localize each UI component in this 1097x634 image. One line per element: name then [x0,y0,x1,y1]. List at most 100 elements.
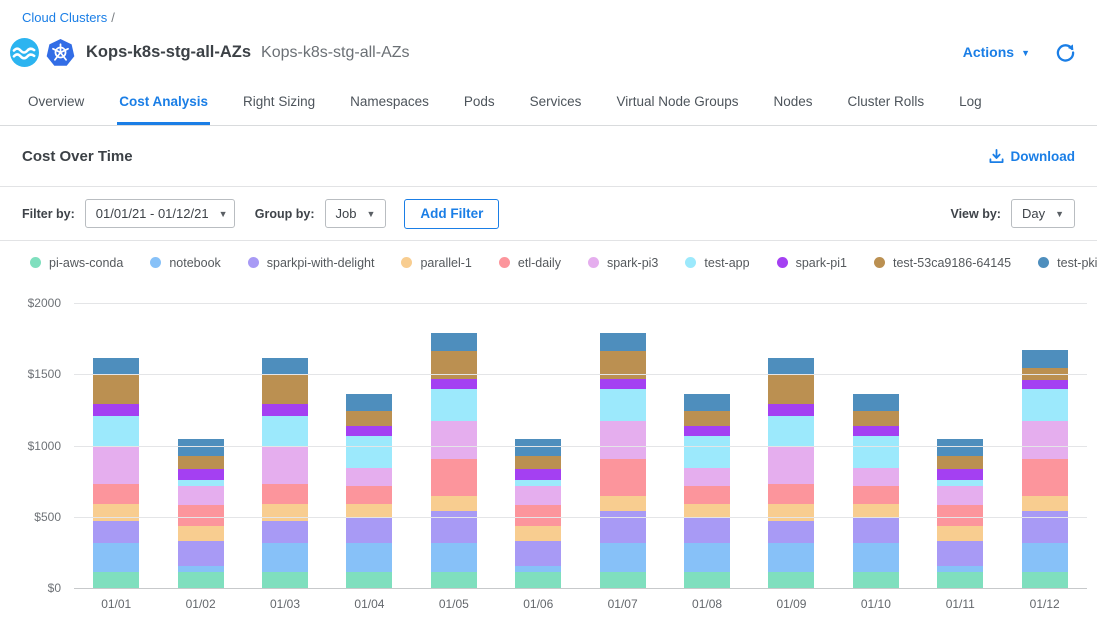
bar-segment-etl-daily[interactable] [600,459,646,496]
bar-segment-test-app[interactable] [93,416,139,447]
legend-item-parallel-1[interactable]: parallel-1 [401,256,471,270]
bar-segment-test-app[interactable] [684,436,730,468]
bar-segment-spark-pi3[interactable] [346,468,392,486]
bar-segment-spark-pi1[interactable] [1022,380,1068,389]
bar-segment-notebook[interactable] [431,543,477,572]
bar-segment-test-53ca9186-64145[interactable] [515,456,561,468]
legend-item-test-53ca9186-64145[interactable]: test-53ca9186-64145 [874,256,1011,270]
bar-segment-etl-daily[interactable] [515,505,561,526]
bar-segment-spark-pi3[interactable] [431,421,477,459]
bar-segment-spark-pi1[interactable] [262,404,308,416]
bar-segment-test-53ca9186-64145[interactable] [937,456,983,468]
breadcrumb-link-cloud-clusters[interactable]: Cloud Clusters [22,10,107,25]
bar-segment-sparkpi-with-delight[interactable] [768,521,814,544]
legend-item-test-pkix[interactable]: test-pkix [1038,256,1097,270]
bar-01/04[interactable] [346,394,392,589]
bar-segment-spark-pi1[interactable] [853,426,899,436]
bar-segment-test-pkix[interactable] [178,439,224,456]
bar-segment-etl-daily[interactable] [1022,459,1068,497]
bar-segment-spark-pi1[interactable] [93,404,139,416]
legend-item-pi-aws-conda[interactable]: pi-aws-conda [30,256,123,270]
bar-01/05[interactable] [431,333,477,590]
bar-segment-test-53ca9186-64145[interactable] [93,375,139,404]
bar-01/02[interactable] [178,439,224,589]
bar-segment-parallel-1[interactable] [346,504,392,518]
refresh-button[interactable] [1056,43,1075,62]
bar-segment-pi-aws-conda[interactable] [684,572,730,589]
bar-segment-spark-pi1[interactable] [600,379,646,389]
bar-segment-spark-pi3[interactable] [178,486,224,505]
bar-segment-test-app[interactable] [262,416,308,447]
bar-segment-test-pkix[interactable] [1022,350,1068,369]
bar-segment-test-53ca9186-64145[interactable] [684,411,730,426]
bar-segment-pi-aws-conda[interactable] [600,572,646,589]
bar-segment-notebook[interactable] [768,543,814,572]
bar-segment-spark-pi1[interactable] [178,469,224,480]
bar-segment-spark-pi1[interactable] [684,426,730,436]
bar-segment-pi-aws-conda[interactable] [431,572,477,589]
legend-item-spark-pi3[interactable]: spark-pi3 [588,256,658,270]
bar-segment-notebook[interactable] [1022,543,1068,572]
tab-services[interactable]: Services [528,94,584,125]
bar-segment-test-pkix[interactable] [431,333,477,352]
bar-segment-test-pkix[interactable] [600,333,646,352]
bar-segment-test-pkix[interactable] [346,394,392,411]
bar-01/07[interactable] [600,333,646,590]
bar-segment-spark-pi1[interactable] [768,404,814,416]
bar-segment-test-pkix[interactable] [93,358,139,375]
bar-segment-test-app[interactable] [431,389,477,421]
bar-segment-parallel-1[interactable] [515,526,561,541]
bar-01/09[interactable] [768,358,814,589]
legend-item-etl-daily[interactable]: etl-daily [499,256,561,270]
bar-segment-spark-pi3[interactable] [262,447,308,485]
bar-segment-test-app[interactable] [768,416,814,447]
tab-cost-analysis[interactable]: Cost Analysis [117,94,210,125]
bar-segment-test-53ca9186-64145[interactable] [178,456,224,468]
bar-segment-spark-pi3[interactable] [853,468,899,486]
bar-segment-parallel-1[interactable] [93,504,139,521]
bar-segment-pi-aws-conda[interactable] [346,572,392,589]
bar-segment-notebook[interactable] [853,543,899,572]
bar-01/11[interactable] [937,439,983,589]
bar-segment-spark-pi3[interactable] [93,447,139,485]
bar-segment-test-pkix[interactable] [768,358,814,375]
bar-segment-notebook[interactable] [346,543,392,572]
bar-segment-test-53ca9186-64145[interactable] [768,375,814,404]
bar-segment-parallel-1[interactable] [937,526,983,541]
date-range-select[interactable]: 01/01/21 - 01/12/21 ▼ [85,199,235,228]
view-by-select[interactable]: Day ▼ [1011,199,1075,228]
bar-segment-pi-aws-conda[interactable] [262,572,308,589]
bar-segment-spark-pi3[interactable] [684,468,730,486]
bar-segment-parallel-1[interactable] [768,504,814,521]
tab-right-sizing[interactable]: Right Sizing [241,94,317,125]
bar-segment-etl-daily[interactable] [93,484,139,503]
bar-segment-spark-pi3[interactable] [600,421,646,459]
bar-segment-etl-daily[interactable] [684,486,730,505]
bar-segment-etl-daily[interactable] [431,459,477,496]
bar-segment-spark-pi1[interactable] [431,379,477,389]
bar-segment-sparkpi-with-delight[interactable] [853,518,899,544]
bar-segment-test-app[interactable] [346,436,392,468]
bar-segment-sparkpi-with-delight[interactable] [93,521,139,544]
legend-item-notebook[interactable]: notebook [150,256,220,270]
add-filter-button[interactable]: Add Filter [404,199,499,229]
bar-segment-notebook[interactable] [684,543,730,572]
bar-segment-sparkpi-with-delight[interactable] [937,541,983,565]
bar-segment-pi-aws-conda[interactable] [768,572,814,589]
tab-cluster-rolls[interactable]: Cluster Rolls [846,94,927,125]
bar-segment-parallel-1[interactable] [684,504,730,518]
bar-segment-sparkpi-with-delight[interactable] [262,521,308,544]
bar-segment-etl-daily[interactable] [262,484,308,503]
bar-segment-test-pkix[interactable] [262,358,308,375]
download-button[interactable]: Download [989,149,1076,164]
bar-segment-test-pkix[interactable] [515,439,561,456]
bar-01/08[interactable] [684,394,730,589]
bar-segment-test-app[interactable] [853,436,899,468]
bar-segment-parallel-1[interactable] [262,504,308,521]
bar-segment-test-53ca9186-64145[interactable] [262,375,308,404]
bar-segment-pi-aws-conda[interactable] [93,572,139,589]
bar-segment-pi-aws-conda[interactable] [1022,572,1068,589]
bar-segment-parallel-1[interactable] [431,496,477,512]
bar-segment-test-53ca9186-64145[interactable] [346,411,392,426]
bar-01/12[interactable] [1022,350,1068,589]
